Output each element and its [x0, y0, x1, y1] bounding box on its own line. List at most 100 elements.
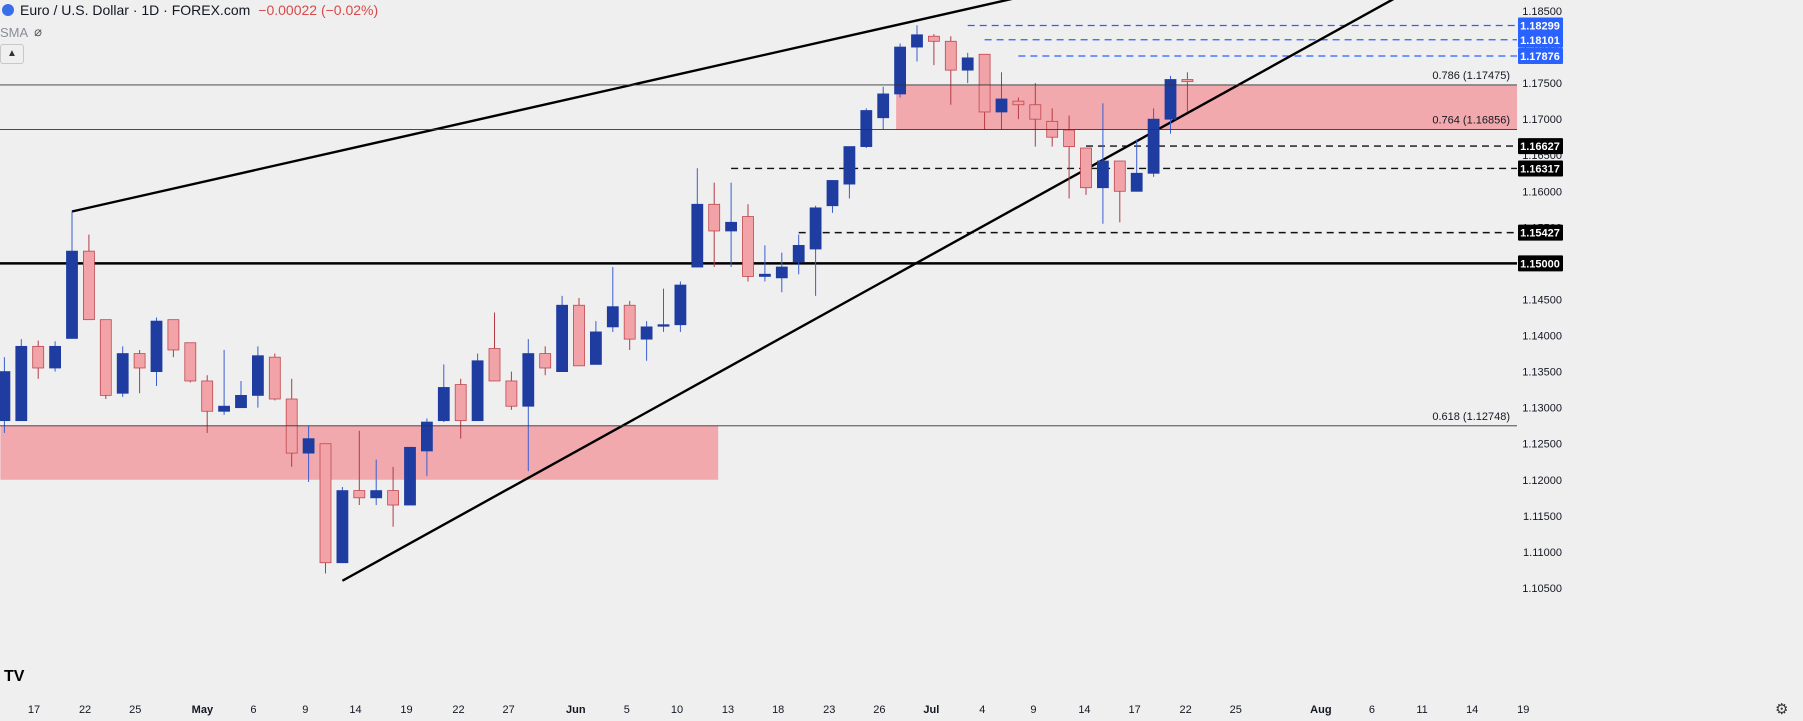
time-tick: Aug: [1310, 704, 1331, 716]
candle-body: [1080, 147, 1092, 189]
price-tick: 1.11500: [1523, 511, 1562, 523]
candle-body: [420, 421, 433, 452]
candle-body: [708, 203, 721, 232]
candle-body: [640, 326, 653, 340]
price-tick: 1.14500: [1522, 294, 1562, 306]
time-tick: 9: [302, 704, 308, 716]
candle-body: [15, 345, 28, 422]
sma-label[interactable]: SMA: [0, 24, 29, 40]
time-tick: Jul: [923, 704, 939, 716]
candles: [0, 25, 1194, 574]
candle-body: [471, 360, 484, 422]
price-tag: [1518, 31, 1563, 48]
price-change: −0.00022 (−0.02%): [258, 2, 379, 18]
price-axis[interactable]: 1.185001.180001.175001.170001.165001.160…: [1517, 0, 1803, 721]
price-tick: 1.17000: [1522, 114, 1562, 126]
candle-body: [877, 93, 890, 119]
price-tag-label: 1.15427: [1520, 228, 1560, 240]
price-tick: 1.11000: [1523, 547, 1562, 559]
candle-body: [657, 324, 670, 327]
time-tick: 4: [979, 704, 985, 716]
time-tick: 18: [772, 704, 784, 716]
candle-body: [1181, 79, 1194, 83]
candle-body: [978, 53, 991, 113]
candle-body: [1113, 160, 1126, 192]
price-tag-label: 1.16627: [1520, 141, 1560, 153]
time-tick: 25: [129, 704, 141, 716]
price-tick: 1.13500: [1522, 367, 1562, 379]
candle-body: [268, 356, 281, 400]
candle-body: [387, 490, 400, 506]
fib-label: 0.786 (1.17475): [1432, 70, 1510, 82]
candle-body: [1097, 160, 1109, 189]
candle-body: [1029, 104, 1042, 120]
candle-body: [911, 34, 923, 48]
time-tick: 6: [1369, 704, 1375, 716]
chart-header: Euro / U.S. Dollar · 1D · FOREX.com −0.0…: [0, 0, 378, 20]
candle-body: [742, 216, 754, 277]
forex-logo-icon: [2, 4, 14, 16]
candle-body: [404, 446, 416, 506]
price-axis-bg: [1517, 0, 1803, 721]
fib-labels: 0.786 (1.17475) 0.764 (1.16856) 0.618 (1.1…: [0, 70, 1517, 427]
candle-body: [775, 266, 788, 279]
candle-body: [488, 348, 501, 382]
price-tick: 1.14000: [1522, 331, 1562, 343]
candle-body: [83, 250, 95, 321]
candle-body: [725, 221, 737, 232]
candle-body: [437, 387, 450, 422]
candle-body: [860, 110, 873, 147]
candle-body: [1164, 79, 1177, 120]
time-tick: 5: [624, 704, 630, 716]
horizontal-lines: [0, 24, 1517, 265]
candle-body: [944, 40, 957, 71]
candle-body: [809, 207, 822, 250]
candle-body: [674, 284, 687, 326]
time-tick: 23: [823, 704, 835, 716]
candle-body: [319, 443, 332, 564]
collapse-legend-button[interactable]: ▲: [0, 44, 24, 64]
price-tag-label: 1.16317: [1520, 163, 1560, 175]
time-tick: 14: [349, 704, 361, 716]
candle-body: [116, 353, 129, 394]
time-tick: 13: [722, 704, 734, 716]
candle-body: [251, 355, 264, 396]
price-tag: [1518, 138, 1563, 155]
price-tick: 1.17500: [1522, 78, 1562, 90]
candle-body: [894, 46, 906, 95]
candle-body: [843, 146, 856, 185]
candle-body: [961, 57, 974, 71]
price-tag-label: 1.17876: [1520, 51, 1560, 63]
time-tick: 6: [250, 704, 256, 716]
candle-body: [133, 353, 146, 369]
time-tick: 10: [671, 704, 683, 716]
candle-body: [353, 490, 366, 499]
candle-body: [623, 304, 636, 340]
time-tick: 19: [1517, 704, 1529, 716]
candle-body: [218, 405, 231, 412]
candle-body: [995, 98, 1008, 113]
time-tick: 25: [1230, 704, 1242, 716]
price-tag: [1518, 160, 1563, 177]
candle-body: [691, 203, 704, 268]
eye-hidden-icon[interactable]: ⌀: [34, 24, 42, 39]
price-tag: [1518, 255, 1563, 272]
time-tick: 14: [1466, 704, 1478, 716]
price-tick: 1.16000: [1522, 186, 1562, 198]
time-tick: Jun: [566, 704, 586, 716]
candle-body: [928, 35, 940, 42]
time-axis[interactable]: 17 22 25 May 6 9 14 19 22 27 Jun 5 10 13 18 23 26 Jul 4 9 14…: [28, 704, 1529, 716]
price-tag-label: 1.18101: [1520, 35, 1560, 47]
candle-body: [32, 345, 45, 369]
gear-icon[interactable]: ⚙: [1775, 701, 1789, 718]
indicator-legend[interactable]: SMA ⌀: [0, 24, 42, 40]
price-tag-label: 1.15000: [1520, 258, 1560, 270]
time-tick: 9: [1030, 704, 1036, 716]
time-tick: 22: [1180, 704, 1192, 716]
candle-body: [336, 490, 349, 564]
time-tick: 11: [1416, 704, 1427, 716]
symbol-title[interactable]: Euro / U.S. Dollar · 1D · FOREX.com: [20, 2, 251, 18]
time-tick: 22: [452, 704, 464, 716]
tradingview-logo-icon[interactable]: TV: [4, 668, 25, 685]
